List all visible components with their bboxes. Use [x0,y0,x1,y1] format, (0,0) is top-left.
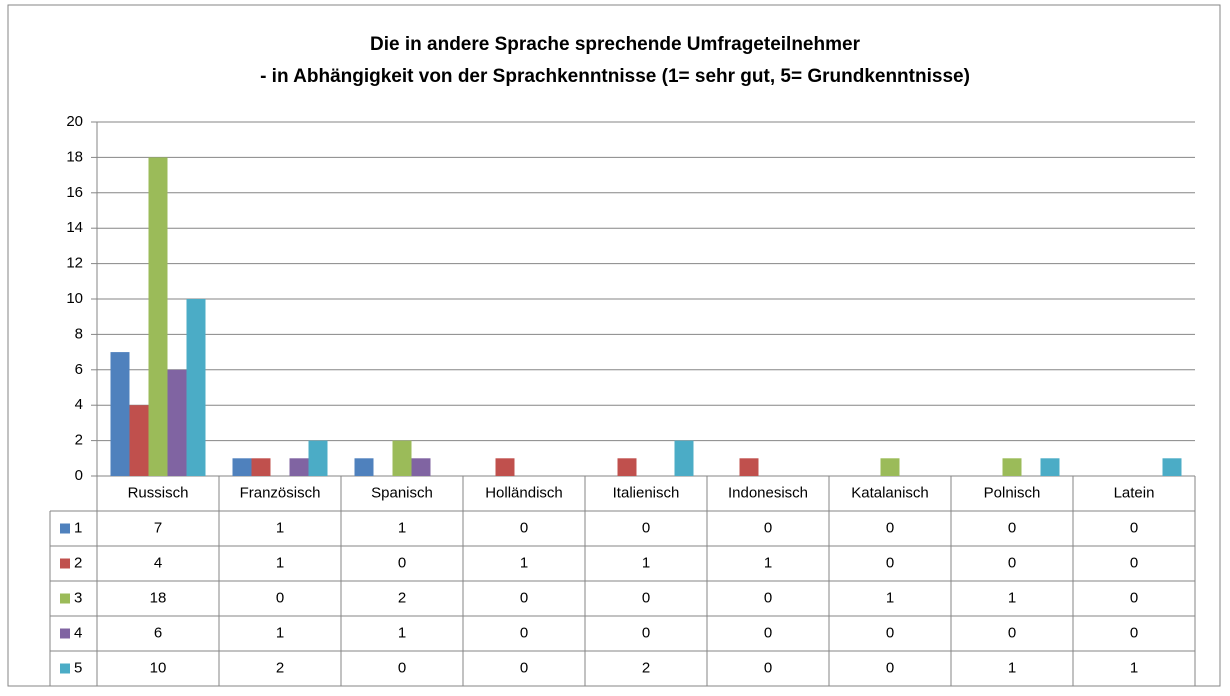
legend-swatch [60,593,70,604]
legend-swatch [60,663,70,674]
y-tick-label: 10 [66,290,83,307]
chart-border [7,4,1221,687]
table-value: 1 [520,554,528,571]
table-value: 0 [642,624,650,641]
x-tick-label: Russisch [128,484,189,501]
bar [392,440,412,476]
table-value: 0 [764,624,772,641]
table-value: 1 [1008,659,1016,676]
chart-title: Die in andere Sprache sprechende Umfrage… [370,34,861,55]
table-value: 0 [520,624,528,641]
table-value: 0 [1130,554,1138,571]
y-tick-label: 14 [66,219,83,236]
y-tick-label: 2 [75,432,83,449]
y-tick-label: 4 [75,396,83,413]
bar [495,458,515,476]
table-value: 0 [276,589,284,606]
table-value: 0 [764,519,772,536]
bar [308,440,328,476]
table-value: 1 [398,519,406,536]
table-value: 18 [150,589,167,606]
legend-label: 3 [74,589,82,606]
table-value: 1 [642,554,650,571]
x-tick-label: Französisch [240,484,321,501]
table-value: 0 [642,519,650,536]
bar [167,369,187,476]
bar [1162,458,1182,476]
legend-swatch [60,558,70,569]
table-value: 2 [398,589,406,606]
table-value: 0 [1130,589,1138,606]
bar [617,458,637,476]
y-tick-label: 0 [75,467,83,484]
bar [110,352,130,476]
legend-swatch [60,628,70,639]
x-tick-label: Latein [1114,484,1155,501]
y-tick-label: 6 [75,361,83,378]
table-value: 1 [1130,659,1138,676]
table-value: 0 [520,519,528,536]
table-value: 1 [276,624,284,641]
table-value: 0 [520,589,528,606]
table-value: 10 [150,659,167,676]
bar [129,405,149,476]
x-tick-label: Indonesisch [728,484,808,501]
table-value: 0 [1130,624,1138,641]
bar [251,458,271,476]
table-value: 1 [764,554,772,571]
table-value: 7 [154,519,162,536]
bar [411,458,431,476]
legend-label: 5 [74,659,82,676]
table-value: 4 [154,554,162,571]
table-value: 0 [886,519,894,536]
x-tick-label: Italienisch [613,484,680,501]
legend-label: 1 [74,519,82,536]
table-value: 0 [764,659,772,676]
y-tick-label: 12 [66,255,83,272]
y-tick-label: 8 [75,325,83,342]
x-tick-label: Polnisch [984,484,1041,501]
bar [1002,458,1022,476]
y-tick-label: 20 [66,113,83,130]
table-value: 1 [886,589,894,606]
table-value: 0 [1008,554,1016,571]
table-value: 0 [886,554,894,571]
table-value: 0 [520,659,528,676]
bar [186,299,206,476]
table-value: 2 [642,659,650,676]
table-value: 1 [276,554,284,571]
table-value: 0 [1008,519,1016,536]
x-tick-label: Katalanisch [851,484,929,501]
table-value: 0 [886,624,894,641]
bar [674,440,694,476]
legend-label: 4 [74,624,82,641]
legend-swatch [60,523,70,534]
table-value: 0 [642,589,650,606]
legend-label: 2 [74,554,82,571]
y-tick-label: 16 [66,184,83,201]
table-value: 1 [1008,589,1016,606]
table-value: 6 [154,624,162,641]
table-value: 2 [276,659,284,676]
bar [232,458,252,476]
y-tick-label: 18 [66,148,83,165]
chart-subtitle: - in Abhängigkeit von der Sprachkenntnis… [260,66,970,87]
bar [148,157,168,476]
bar [1040,458,1060,476]
x-tick-label: Holländisch [485,484,563,501]
table-value: 1 [398,624,406,641]
bar [354,458,374,476]
table-value: 0 [398,659,406,676]
table-value: 0 [886,659,894,676]
bar [880,458,900,476]
bar [739,458,759,476]
table-value: 0 [1130,519,1138,536]
table-value: 0 [398,554,406,571]
bar [289,458,309,476]
table-value: 1 [276,519,284,536]
x-tick-label: Spanisch [371,484,433,501]
table-value: 0 [764,589,772,606]
table-value: 0 [1008,624,1016,641]
